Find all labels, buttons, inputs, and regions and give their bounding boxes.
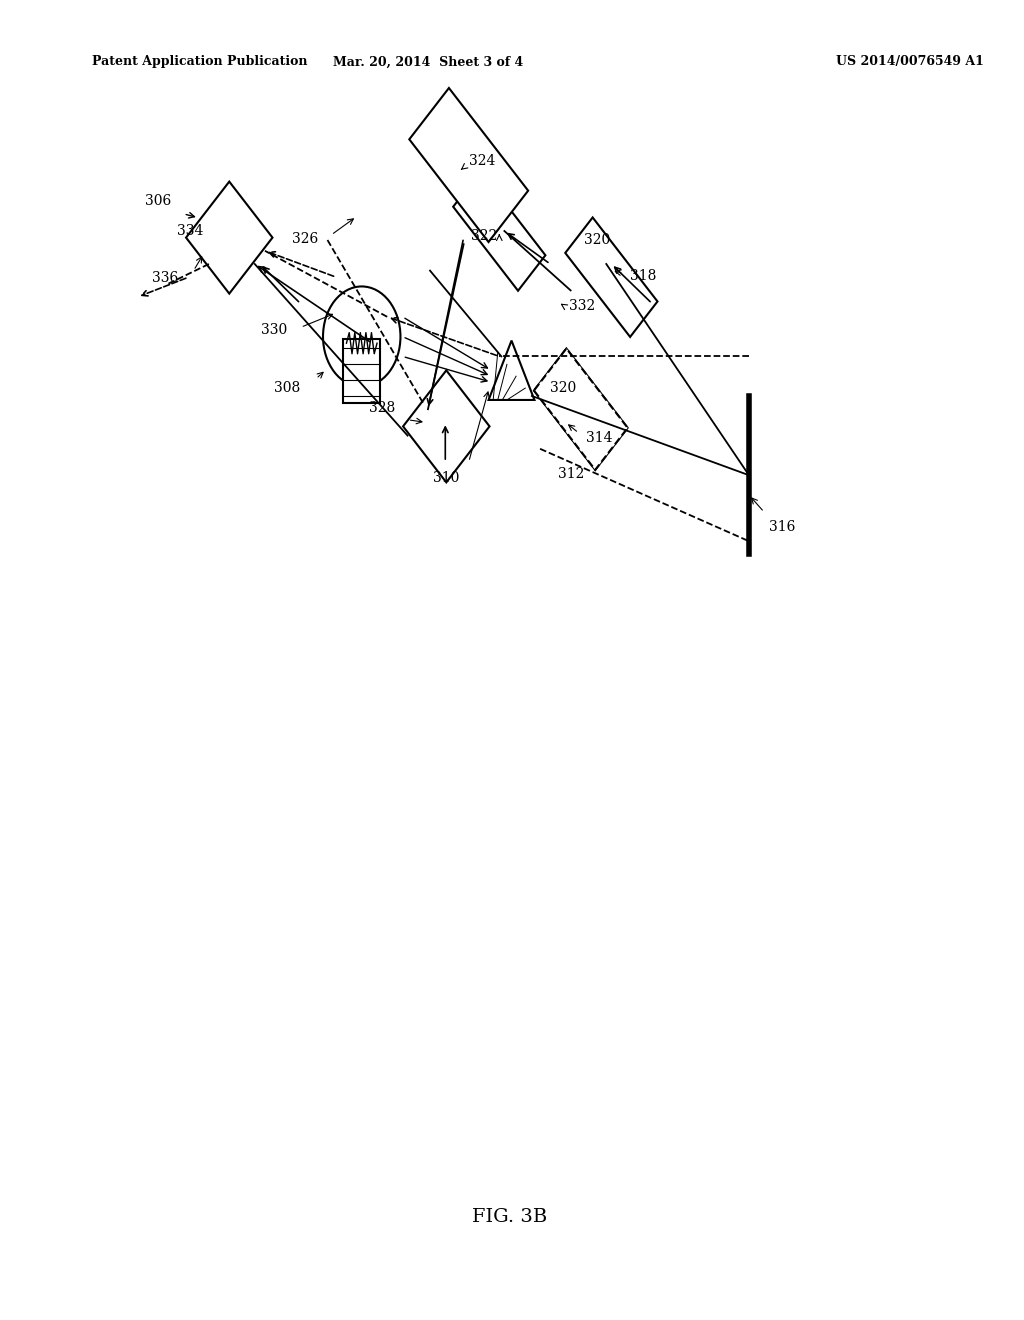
Text: 312: 312 (558, 467, 585, 480)
Text: 310: 310 (433, 471, 460, 484)
Text: 316: 316 (769, 520, 796, 533)
Polygon shape (488, 341, 535, 400)
Text: 330: 330 (261, 323, 288, 337)
Text: 326: 326 (292, 232, 317, 246)
Text: 306: 306 (144, 194, 171, 207)
Text: 320: 320 (550, 381, 577, 395)
FancyBboxPatch shape (343, 339, 380, 403)
Text: Patent Application Publication: Patent Application Publication (92, 55, 307, 69)
Text: 314: 314 (586, 432, 612, 445)
Text: 334: 334 (177, 224, 204, 238)
Polygon shape (565, 218, 657, 337)
Polygon shape (534, 348, 628, 470)
Text: 308: 308 (274, 381, 301, 395)
Text: US 2014/0076549 A1: US 2014/0076549 A1 (836, 55, 983, 69)
Polygon shape (403, 371, 489, 482)
Polygon shape (454, 172, 546, 290)
Text: 332: 332 (568, 300, 595, 313)
Polygon shape (186, 182, 272, 293)
Text: 336: 336 (153, 272, 178, 285)
Text: 320: 320 (584, 234, 610, 247)
Text: FIG. 3B: FIG. 3B (472, 1208, 547, 1226)
Text: 318: 318 (630, 269, 656, 282)
Text: Mar. 20, 2014  Sheet 3 of 4: Mar. 20, 2014 Sheet 3 of 4 (333, 55, 523, 69)
Text: 328: 328 (369, 401, 395, 414)
Polygon shape (534, 348, 628, 470)
Text: 322: 322 (471, 230, 498, 243)
Text: 324: 324 (469, 154, 495, 168)
Polygon shape (410, 88, 528, 242)
